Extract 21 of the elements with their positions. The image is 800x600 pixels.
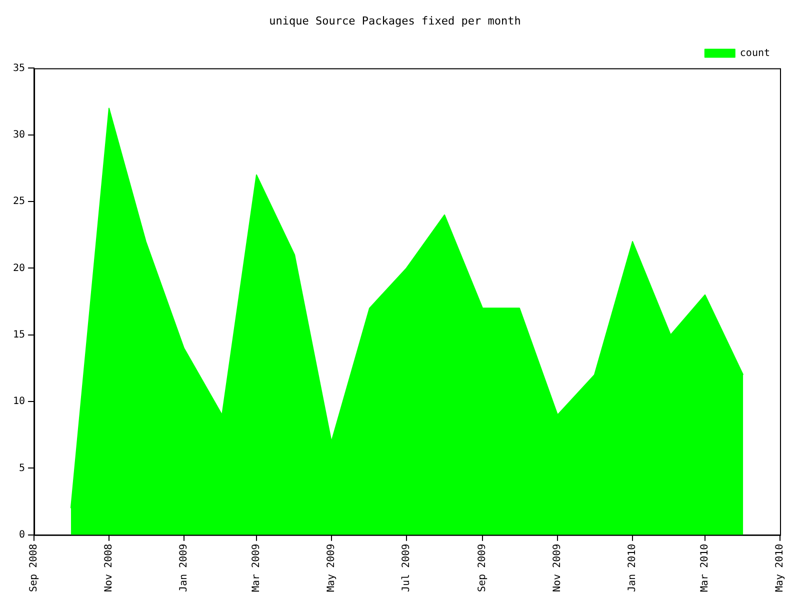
x-tick-label: Mar 2009	[251, 544, 262, 592]
y-tick-label: 25	[12, 196, 26, 208]
y-tick-label: 0	[19, 529, 26, 540]
x-tick-label: Nov 2009	[552, 544, 564, 592]
legend-label: count	[740, 48, 770, 59]
y-tick-label: 20	[12, 262, 26, 274]
chart-title: unique Source Packages fixed per month	[269, 14, 521, 28]
x-tick-label: May 2009	[326, 544, 338, 592]
y-tick-label: 5	[19, 462, 26, 474]
x-tick-label: May 2010	[774, 544, 786, 592]
x-tick-label: Jan 2010	[627, 544, 638, 592]
x-tick-label: Mar 2010	[700, 544, 711, 592]
x-tick-label: Sep 2008	[28, 544, 40, 592]
x-tick-label: Sep 2009	[477, 544, 488, 592]
y-tick-label: 15	[12, 329, 26, 340]
y-tick-label: 35	[12, 62, 26, 74]
x-tick-label: Nov 2008	[104, 544, 115, 592]
x-tick-label: Jul 2009	[401, 544, 412, 592]
x-tick-label: Jan 2009	[178, 544, 190, 592]
y-tick-label: 30	[12, 129, 26, 140]
y-tick-label: 10	[12, 396, 26, 408]
